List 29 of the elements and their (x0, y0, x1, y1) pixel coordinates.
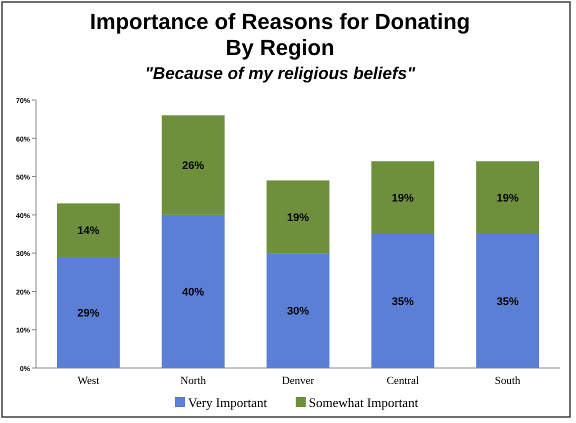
bar (476, 161, 540, 234)
bar (266, 180, 330, 254)
data-label: 19% (286, 212, 310, 224)
data-label: 19% (392, 192, 414, 205)
x-tick-label: South (494, 375, 521, 387)
x-tick-label: Denver (282, 375, 315, 387)
x-tick-label: North (180, 375, 207, 387)
data-label: 35% (392, 296, 414, 308)
bar (56, 203, 120, 257)
bar (371, 161, 434, 234)
bar (371, 234, 434, 368)
x-tick-label: Central (386, 375, 419, 387)
bar (56, 256, 120, 368)
data-label: 30% (286, 306, 310, 318)
data-label: 40% (182, 286, 204, 298)
bar (266, 253, 330, 368)
x-tick-label: West (78, 375, 100, 387)
data-label: 35% (496, 296, 519, 308)
chart-title: Importance of Reasons for Donating By Region (90, 9, 470, 60)
bar (162, 115, 225, 215)
bar (162, 214, 225, 368)
data-label: 29% (77, 307, 100, 320)
data-label: 26% (182, 160, 204, 172)
data-label: 14% (77, 225, 100, 238)
legend-label: Very Important (188, 395, 268, 410)
chart-subtitle: "Because of my religious beliefs" (144, 64, 416, 83)
bar (476, 234, 540, 368)
data-label: 19% (496, 192, 519, 205)
legend-label: Somewhat Important (308, 395, 419, 410)
